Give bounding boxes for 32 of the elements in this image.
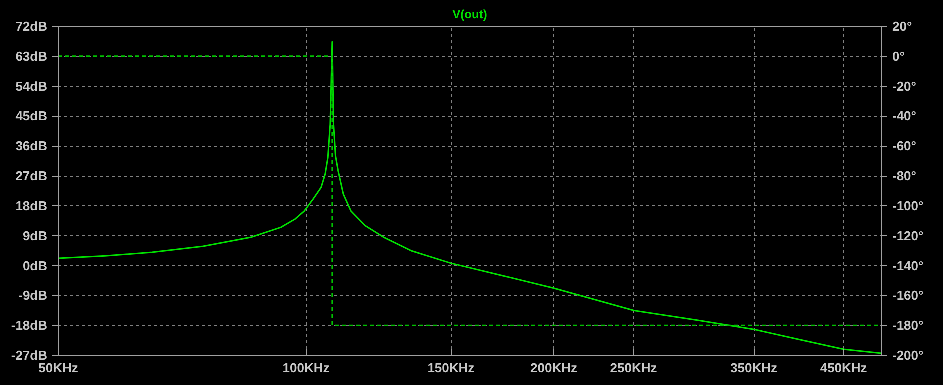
y-tick-label: 27dB [16,168,48,184]
y2-tick-label: -120° [892,228,924,244]
y2-tick-label: -20° [892,78,916,94]
x-tick-label: 350KHz [730,360,778,376]
y2-tick-label: 20° [892,19,912,34]
y2-tick-label: -80° [892,168,916,184]
y2-tick-label: -140° [892,258,924,274]
chart-title: V(out) [452,8,488,22]
x-tick-label: 200KHz [530,360,578,376]
x-tick-label: 450KHz [820,360,868,376]
y2-tick-label: 0° [892,48,905,64]
y-tick-label: 63dB [16,48,48,64]
x-tick-label: 100KHz [282,360,330,376]
y-tick-label: 45dB [16,108,48,124]
y2-tick-label: -160° [892,288,924,304]
y-tick-label: 54dB [16,78,48,94]
y-tick-label: -9dB [18,288,48,304]
x-tick-label: 50KHz [38,360,79,376]
y-tick-label: -27dB [11,348,48,363]
y2-tick-label: -180° [892,318,924,334]
y-tick-label: 18dB [16,198,48,214]
y2-tick-label: -40° [892,108,916,124]
y2-tick-label: -60° [892,138,916,154]
y-tick-label: 9dB [22,228,48,244]
x-tick-label: 150KHz [428,360,476,376]
y2-tick-label: -200° [892,348,924,363]
y-tick-label: 36dB [16,138,48,154]
y2-tick-label: -100° [892,198,924,214]
x-tick-label: 250KHz [610,360,658,376]
y-tick-label: -18dB [11,318,48,334]
y-tick-label: 72dB [16,19,48,34]
y-tick-label: 0dB [22,258,48,274]
